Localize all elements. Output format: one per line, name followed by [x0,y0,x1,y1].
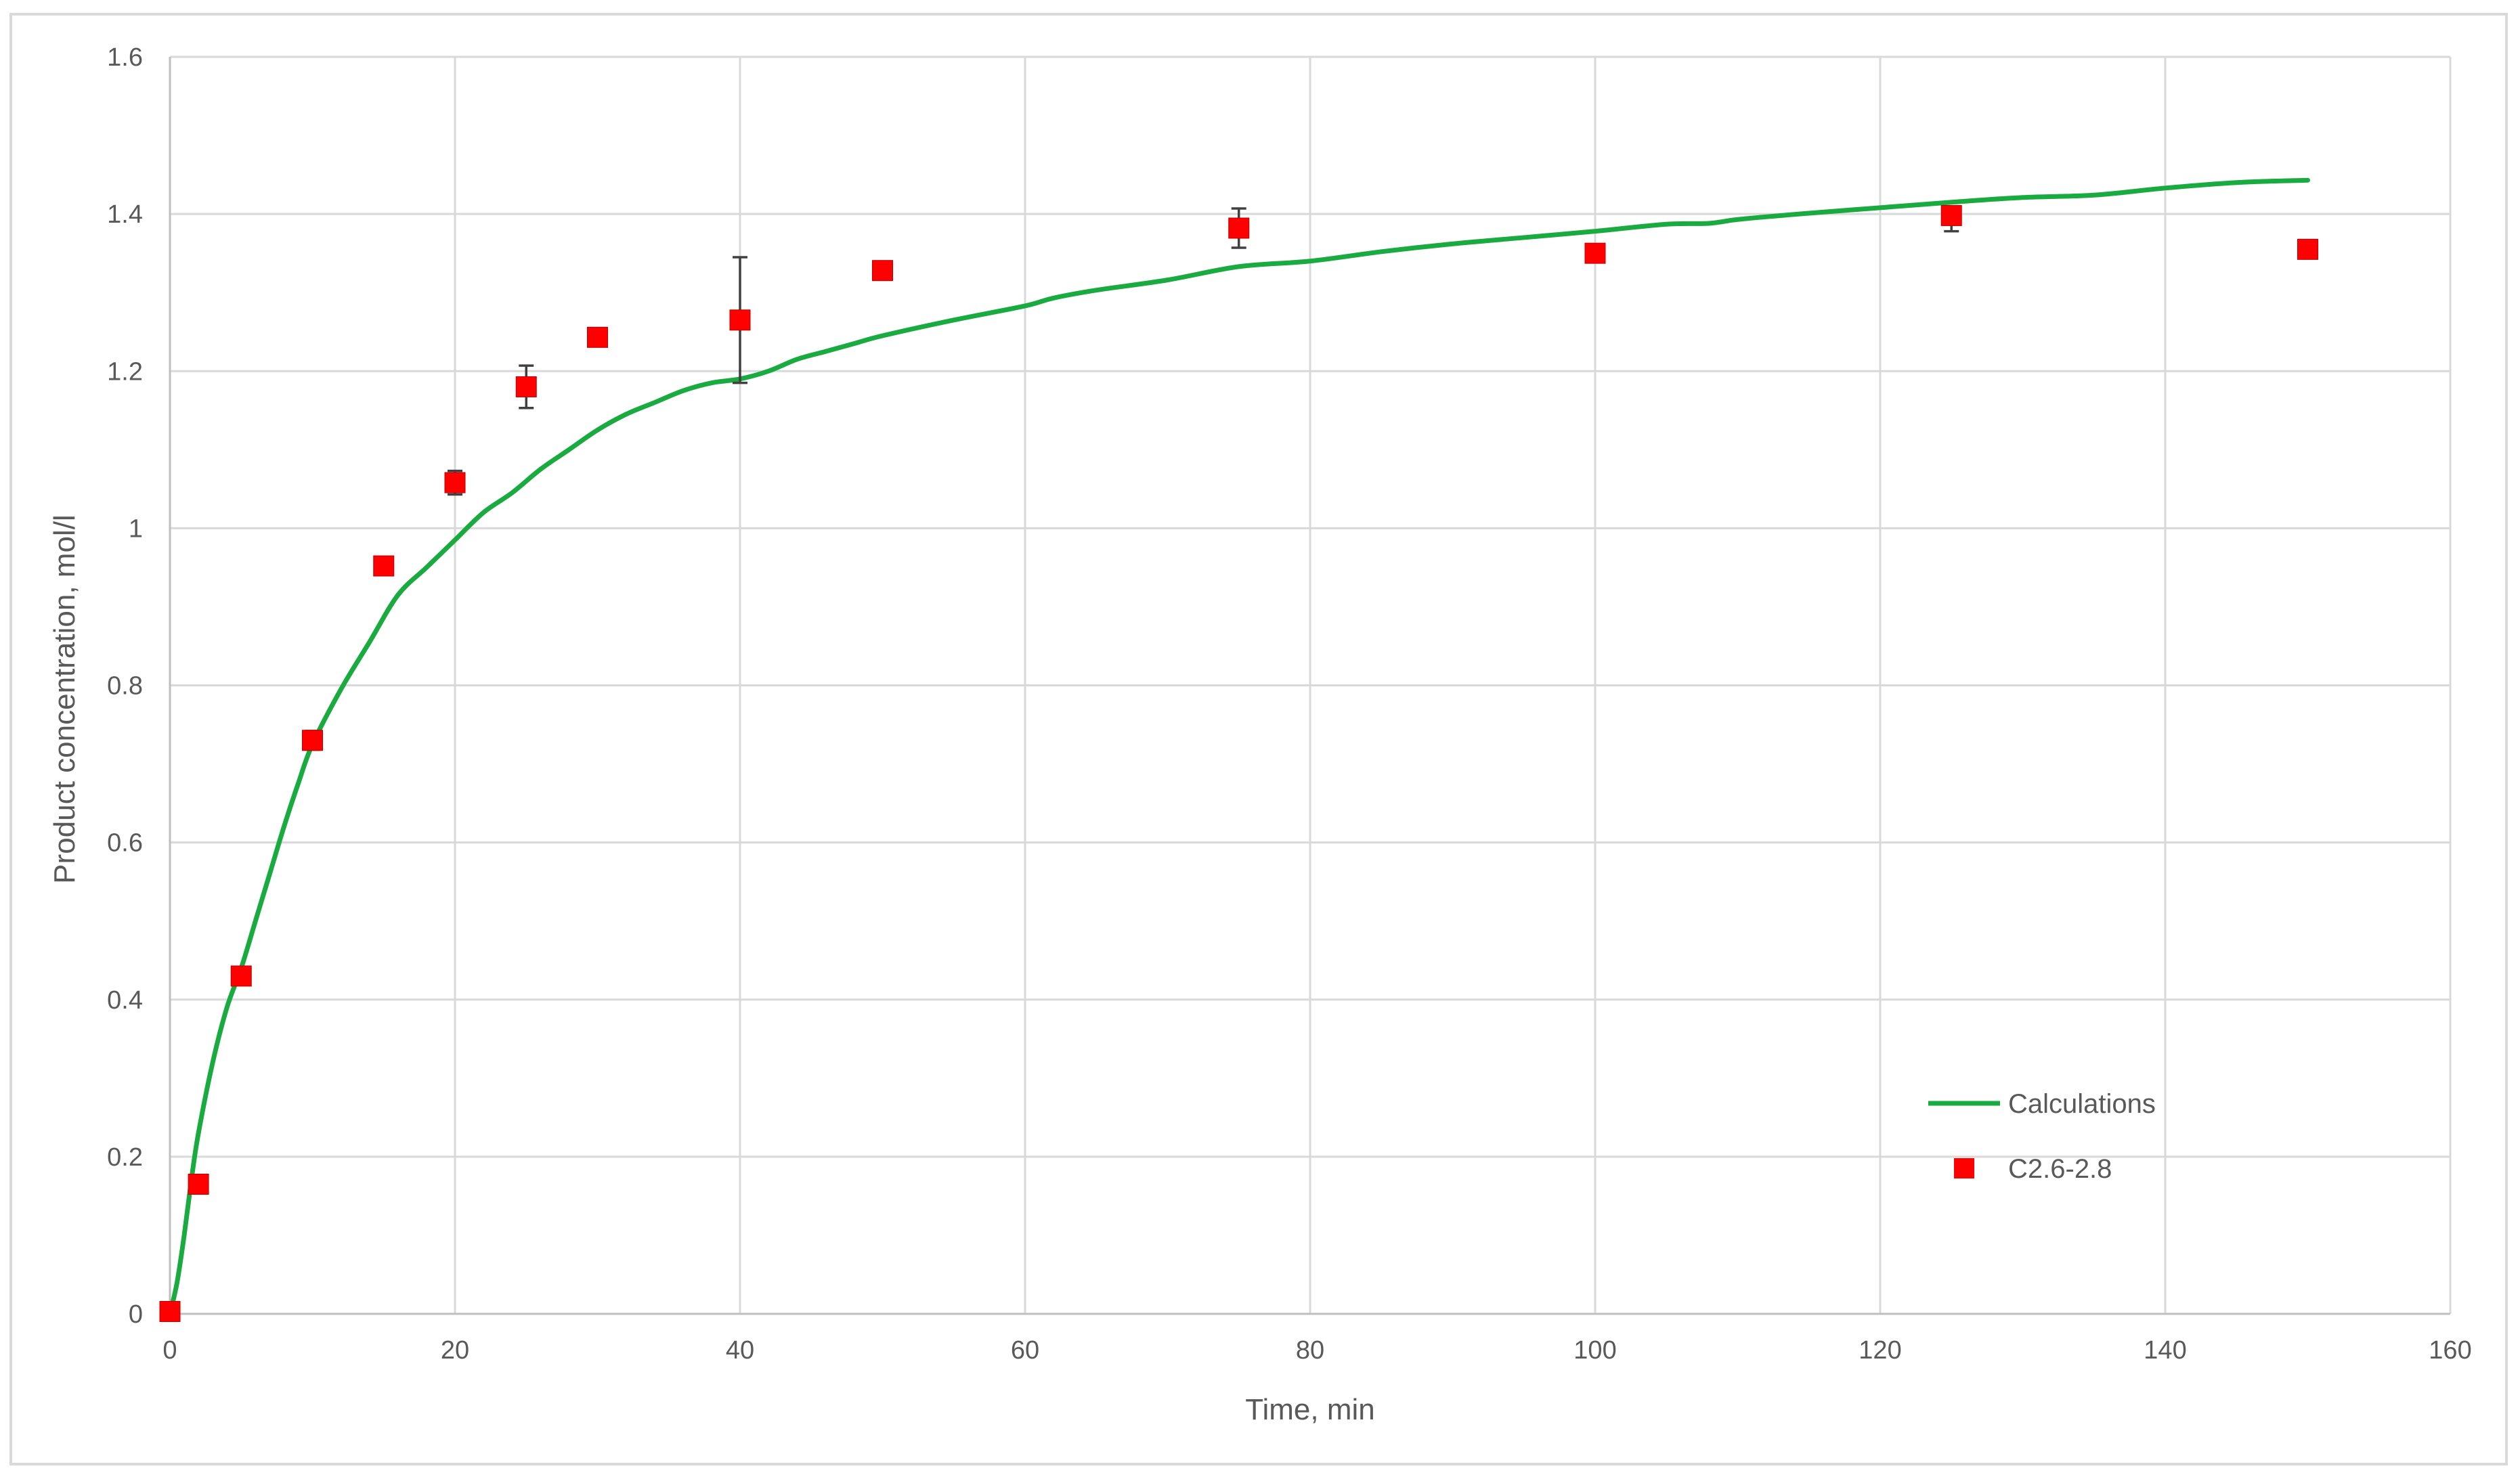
data-point [729,309,751,331]
y-tick-label: 0.4 [107,986,143,1015]
y-tick-label: 0.8 [107,672,143,701]
data-point [587,326,608,348]
data-point [2297,238,2318,260]
y-axis-title: Product concentration, mol/l [48,514,81,883]
x-tick-label: 120 [1859,1336,1901,1365]
data-point [444,472,466,493]
x-axis-title: Time, min [1245,1393,1375,1426]
x-tick-label: 20 [441,1336,469,1365]
y-tick-label: 0.2 [107,1143,143,1172]
x-tick-label: 100 [1573,1336,1616,1365]
y-tick-label: 0 [129,1300,143,1329]
data-point [1228,217,1250,239]
y-tick-label: 1 [129,514,143,543]
y-tick-label: 0.6 [107,829,143,858]
x-tick-label: 60 [1011,1336,1039,1365]
data-point [302,730,323,751]
x-tick-label: 40 [726,1336,754,1365]
x-tick-label: 80 [1296,1336,1324,1365]
y-tick-label: 1.6 [107,43,143,72]
legend-label: Calculations [2008,1089,2156,1119]
series-line-calculations [167,177,2310,1317]
data-point [1584,242,1606,264]
x-tick-label: 0 [162,1336,177,1365]
legend: Calculations C2.6-2.8 [1928,1089,2156,1184]
chart: 0 0.2 0.4 0.6 0.8 1 1.2 1.4 1.6 0 20 40 60 80 100 120 14… [48,43,2472,1426]
data-point [230,965,252,987]
legend-swatch-c2-6-2-8 [1954,1158,1974,1178]
axes: 0 0.2 0.4 0.6 0.8 1 1.2 1.4 1.6 0 20 40 60 80 100 120 14… [107,43,2472,1365]
data-point [515,376,537,397]
grid [170,56,2452,1314]
data-point [373,555,395,577]
y-tick-label: 1.4 [107,200,143,229]
data-point [1940,204,1962,226]
legend-label: C2.6-2.8 [2008,1154,2112,1184]
chart-frame: 0 0.2 0.4 0.6 0.8 1 1.2 1.4 1.6 0 20 40 60 80 100 120 14… [9,13,2508,1465]
data-point [188,1173,209,1195]
x-tick-label: 140 [2144,1336,2186,1365]
x-tick-label: 160 [2429,1336,2471,1365]
plot-area [159,177,2318,1323]
data-point [159,1301,181,1323]
y-tick-label: 1.2 [107,357,143,386]
data-point [872,260,893,282]
